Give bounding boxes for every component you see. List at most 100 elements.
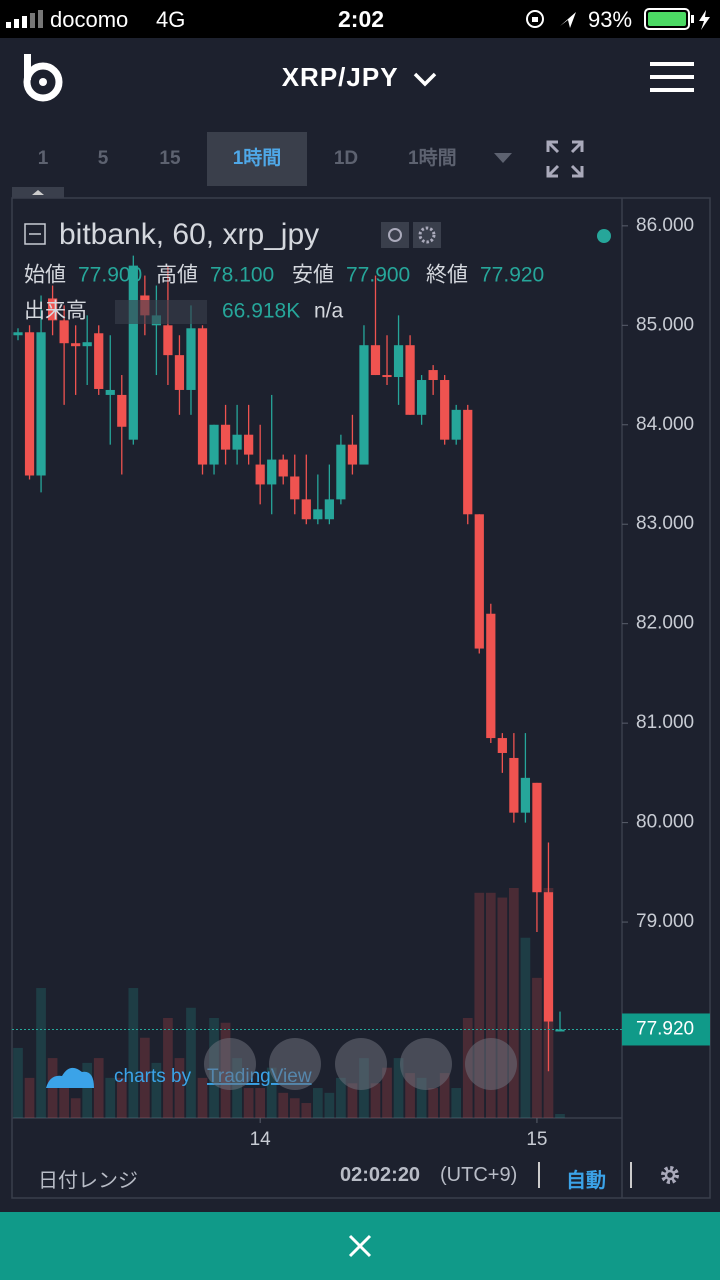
ohlc-name: 安値 bbox=[292, 264, 334, 287]
interval-button[interactable]: 15 bbox=[159, 148, 181, 169]
volume-bar bbox=[474, 892, 485, 1118]
interval-button[interactable]: 1D bbox=[333, 148, 359, 169]
candle-body bbox=[186, 328, 196, 390]
y-tick-label: 79.000 bbox=[636, 911, 694, 932]
tradingview-logo bbox=[46, 1067, 94, 1088]
eye-icon bbox=[388, 228, 402, 242]
signal-icon bbox=[6, 10, 43, 28]
collapse-tab[interactable] bbox=[12, 187, 64, 198]
volume-bar bbox=[324, 1092, 335, 1118]
volume-bar bbox=[24, 1077, 35, 1118]
volume-bar bbox=[174, 1058, 185, 1118]
volume-bar bbox=[116, 1077, 127, 1118]
y-tick-label: 80.000 bbox=[636, 812, 694, 833]
candle-body bbox=[71, 343, 81, 347]
clock: 2:02 bbox=[338, 6, 385, 32]
volume-bar bbox=[312, 1088, 323, 1118]
dropdown-caret bbox=[493, 153, 512, 163]
candle-body bbox=[36, 332, 46, 476]
eye-button bbox=[381, 222, 409, 248]
auto-scale[interactable]: 自動 bbox=[566, 1170, 606, 1192]
candle-body bbox=[347, 444, 358, 465]
nav-button[interactable] bbox=[335, 1038, 387, 1090]
volume-bar bbox=[36, 988, 46, 1118]
ohlc-value: 77.900 bbox=[78, 264, 142, 287]
chart: 86.000 85.000 84.000 83.000 82.000 81.000 80.0… bbox=[11, 197, 711, 1199]
divider bbox=[630, 1162, 632, 1188]
nav-button[interactable] bbox=[465, 1038, 517, 1090]
menu-button[interactable] bbox=[650, 60, 694, 94]
timezone: (UTC+9) bbox=[440, 1164, 518, 1186]
candle-body bbox=[24, 332, 35, 476]
candle-body bbox=[117, 394, 127, 427]
fullscreen-button[interactable] bbox=[546, 140, 584, 178]
chart-title: bitbank, 60, xrp_jpy bbox=[59, 218, 319, 251]
volume-extra: n/a bbox=[314, 300, 344, 323]
y-tick-label: 81.000 bbox=[636, 712, 694, 733]
volume-bar bbox=[532, 977, 542, 1118]
status-dot bbox=[597, 229, 611, 243]
candle-body bbox=[163, 325, 173, 356]
volume-bar bbox=[347, 1083, 358, 1118]
interval-button[interactable]: 1 bbox=[37, 148, 49, 169]
y-tick-label: 85.000 bbox=[636, 314, 694, 335]
candle-body bbox=[440, 380, 450, 440]
nav-button[interactable] bbox=[204, 1038, 256, 1090]
y-tick-label: 86.000 bbox=[636, 215, 694, 236]
gear-icon bbox=[418, 226, 436, 244]
legend: bitbank, 60, xrp_jpy 始値 77.900 高値 78.100 安値 77… bbox=[24, 218, 611, 324]
volume-bar bbox=[405, 1073, 415, 1118]
candle-body bbox=[417, 380, 427, 415]
volume-bar bbox=[428, 1088, 438, 1118]
collapse-box bbox=[24, 223, 46, 245]
dropdown-label: 1時間 bbox=[408, 148, 457, 169]
nav-button[interactable] bbox=[269, 1038, 321, 1090]
status-icons bbox=[526, 10, 576, 28]
candle-body bbox=[278, 459, 288, 477]
candle-body bbox=[244, 434, 254, 455]
pair-selector[interactable]: XRP/JPY bbox=[230, 62, 490, 93]
toolbar: 1 5 15 1時間 1D 1時間 bbox=[0, 132, 720, 186]
chevron bbox=[414, 72, 437, 87]
candle-body bbox=[105, 389, 115, 395]
candle-body bbox=[509, 757, 519, 813]
volume-bar bbox=[93, 1058, 104, 1118]
ohlc-value: 78.100 bbox=[210, 264, 274, 287]
candle-body bbox=[209, 424, 219, 465]
candle-body bbox=[255, 464, 265, 485]
candle-body bbox=[336, 444, 346, 500]
nav-button[interactable] bbox=[400, 1038, 452, 1090]
interval-button[interactable]: 5 bbox=[97, 148, 109, 169]
ohlc-name: 終値 bbox=[426, 264, 468, 287]
volume-bar bbox=[82, 1062, 93, 1118]
volume-bar bbox=[278, 1092, 289, 1118]
interval-button[interactable]: 1時間 bbox=[207, 132, 307, 186]
close-icon bbox=[348, 1234, 372, 1258]
candle-body bbox=[543, 892, 554, 1022]
candle-body bbox=[232, 434, 242, 450]
last-price-box bbox=[622, 1013, 710, 1046]
settings-button[interactable] bbox=[658, 1163, 682, 1187]
candle-body bbox=[301, 499, 311, 520]
volume-bar bbox=[266, 1067, 277, 1118]
candle-body bbox=[359, 345, 369, 465]
volume-bar bbox=[555, 1113, 565, 1118]
candle-body bbox=[324, 499, 334, 520]
date-range[interactable]: 日付レンジ bbox=[38, 1170, 138, 1192]
volume-bar bbox=[243, 1088, 254, 1118]
candle-body bbox=[520, 777, 531, 813]
interval-dropdown[interactable]: 1時間 bbox=[408, 132, 513, 186]
ohlc-value: 77.900 bbox=[346, 264, 410, 287]
candle-body bbox=[474, 514, 484, 649]
volume-bar bbox=[70, 1098, 81, 1118]
close-bar[interactable] bbox=[0, 1212, 720, 1280]
volume-bar bbox=[485, 892, 496, 1118]
volume-bar bbox=[105, 1077, 116, 1118]
volume-bar bbox=[301, 1103, 312, 1118]
logo[interactable] bbox=[22, 54, 66, 102]
volume-bar bbox=[163, 1017, 173, 1118]
x-tick-label: 14 bbox=[250, 1129, 272, 1150]
volume-bar bbox=[289, 1098, 300, 1118]
volume-bar bbox=[197, 1077, 208, 1118]
volume-bar bbox=[128, 988, 139, 1118]
